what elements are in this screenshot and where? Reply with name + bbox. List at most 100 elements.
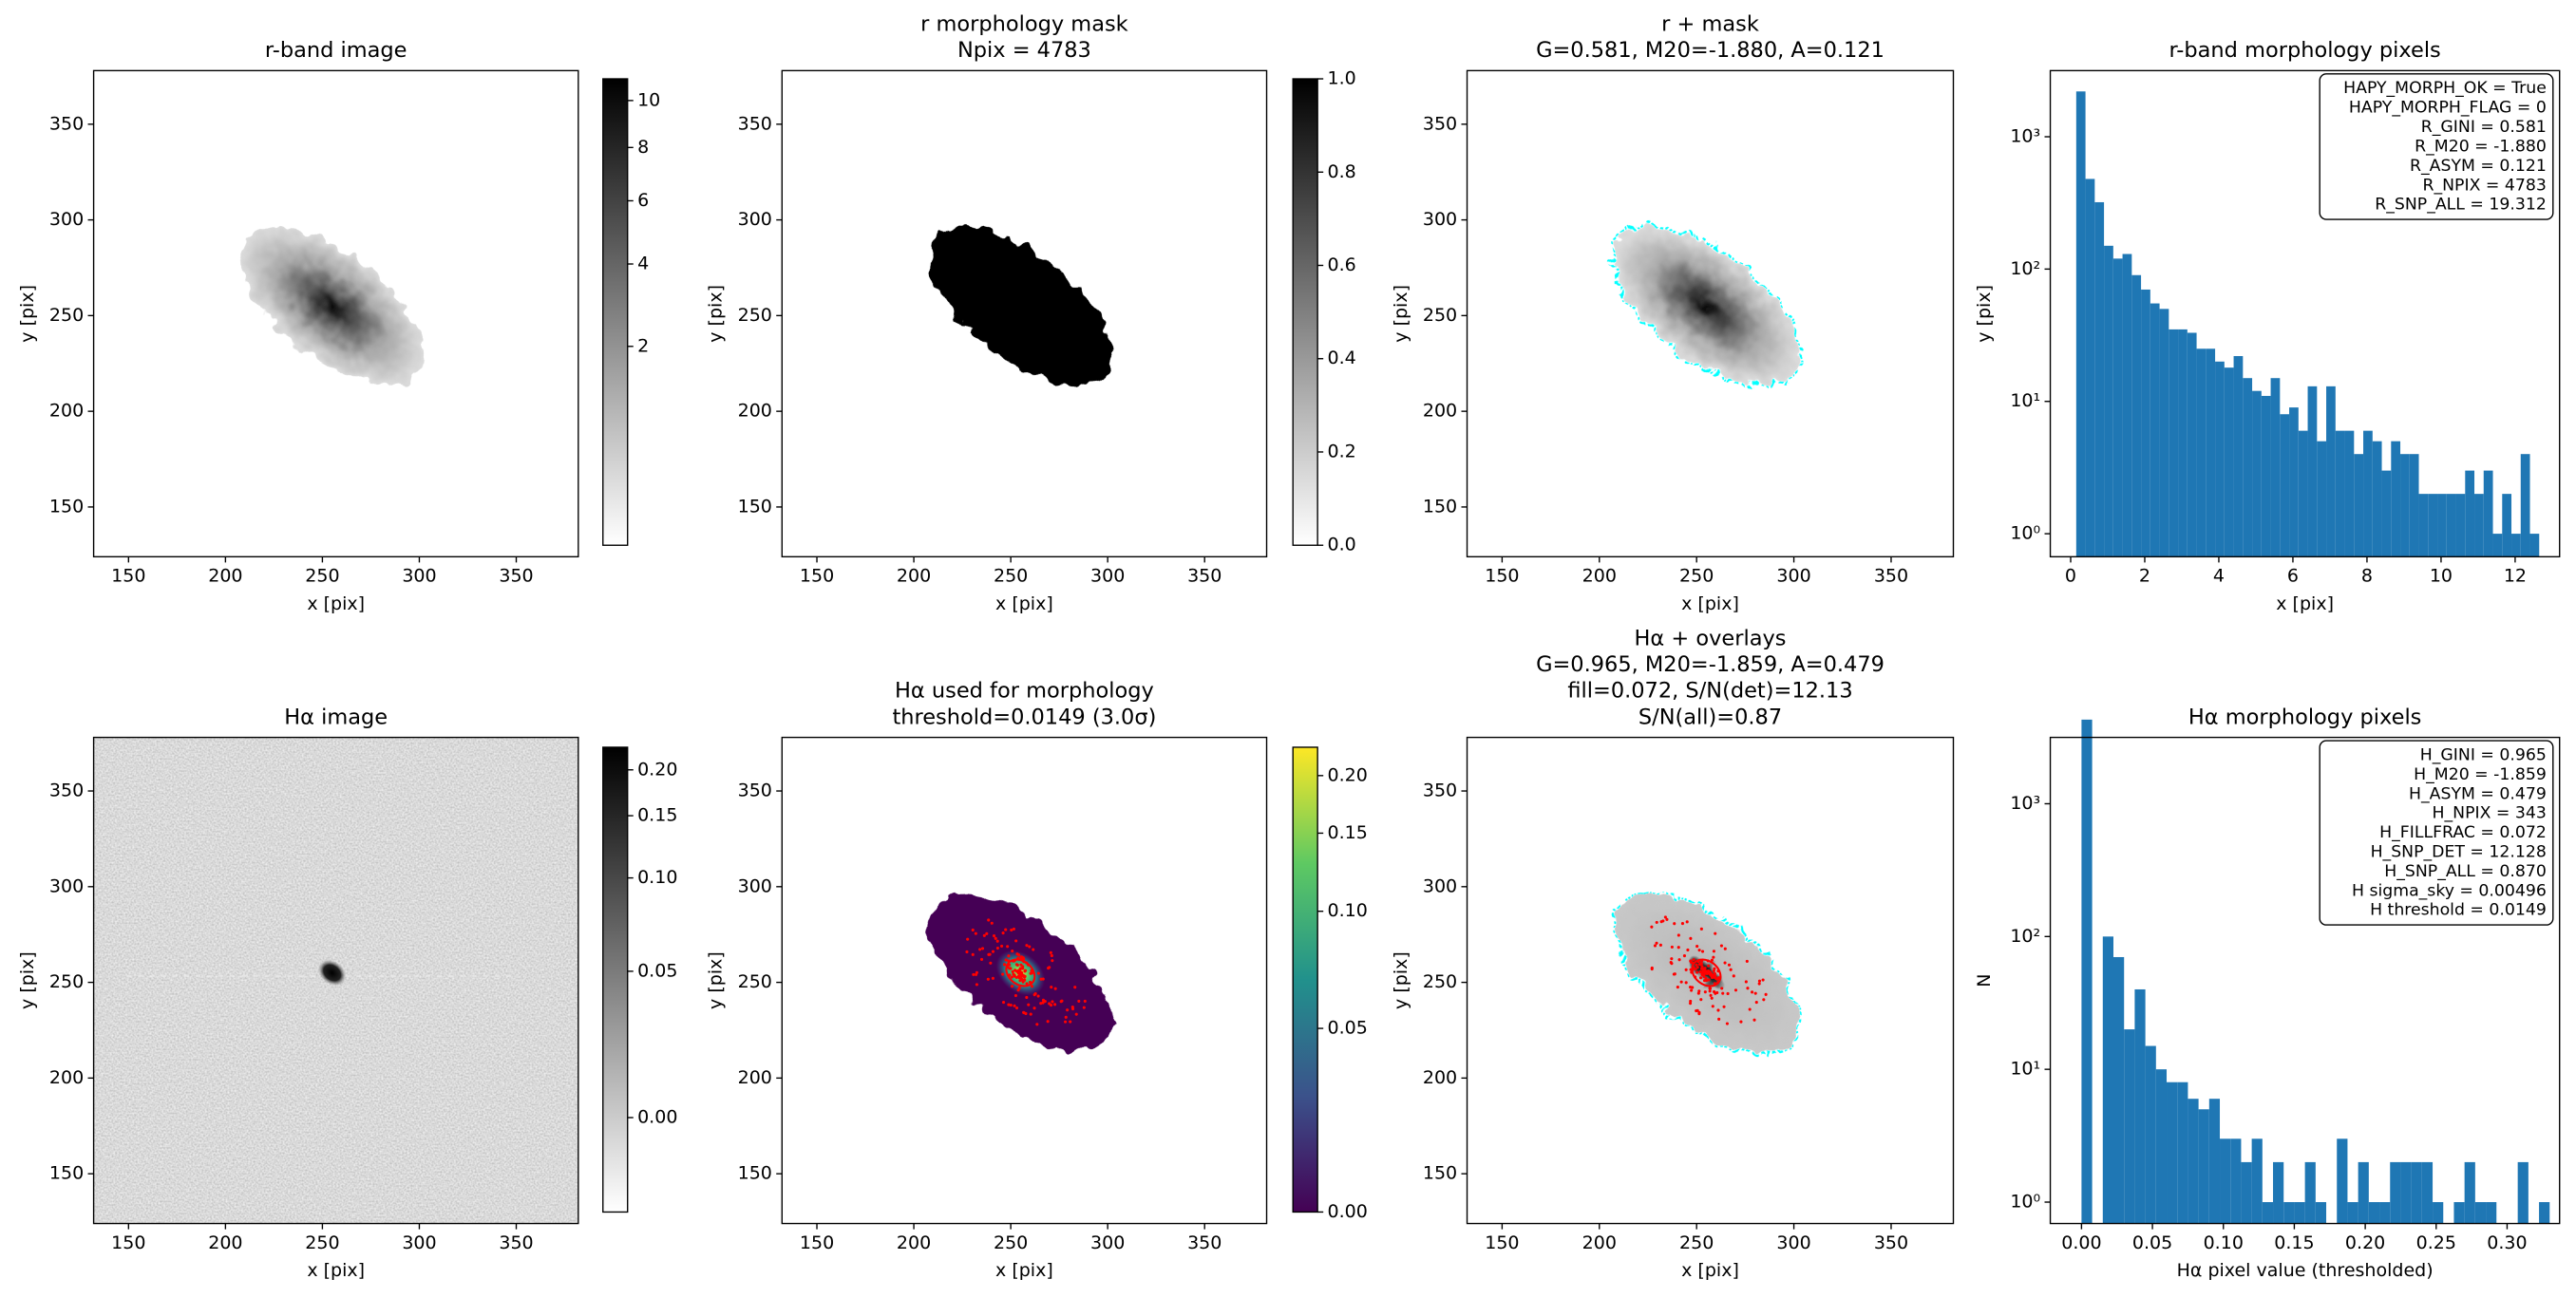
y-tick-label: 10² bbox=[2010, 926, 2040, 947]
image bbox=[1467, 70, 1954, 557]
detected-pixel bbox=[985, 931, 989, 935]
detected-pixel bbox=[1699, 998, 1703, 1002]
stats-line: H_M20 = -1.859 bbox=[2414, 765, 2547, 784]
histogram-bar bbox=[2251, 1138, 2263, 1224]
y-tick-label: 300 bbox=[49, 209, 84, 230]
detected-pixel bbox=[1029, 971, 1032, 975]
detected-pixel bbox=[1009, 1003, 1013, 1007]
detected-pixel bbox=[1699, 927, 1703, 931]
panel-title: threshold=0.0149 (3.0σ) bbox=[892, 705, 1156, 729]
histogram-bar bbox=[2411, 1161, 2422, 1224]
detected-pixel bbox=[1703, 990, 1707, 994]
colorbar bbox=[602, 746, 629, 1213]
histogram-bar bbox=[2206, 348, 2216, 557]
x-tick-label: 200 bbox=[1582, 566, 1617, 587]
detected-pixel bbox=[1007, 1003, 1011, 1006]
histogram-bar bbox=[2368, 1202, 2380, 1224]
detected-pixel bbox=[1708, 989, 1712, 993]
histogram-bar bbox=[2474, 1202, 2487, 1224]
y-tick-label: 350 bbox=[1423, 781, 1457, 801]
y-axis-label: y [pix] bbox=[17, 951, 38, 1009]
detected-pixel bbox=[1016, 988, 1020, 992]
colorbar-tick-label: 1.0 bbox=[1328, 68, 1356, 89]
detected-pixel bbox=[1739, 1020, 1743, 1024]
detected-pixel bbox=[1727, 963, 1732, 967]
detected-pixel bbox=[1712, 969, 1715, 973]
histogram-bar bbox=[2335, 430, 2345, 557]
x-tick-label: 12 bbox=[2504, 566, 2527, 587]
figure-body: 150 200 250 300 350 150 200 250 300 350 r-band ima… bbox=[17, 11, 2561, 1281]
detected-pixel bbox=[1733, 988, 1738, 992]
stats-line: H threshold = 0.0149 bbox=[2370, 901, 2547, 920]
image bbox=[782, 70, 1267, 557]
x-tick-label: 150 bbox=[111, 1232, 145, 1253]
detected-pixel bbox=[1074, 1012, 1078, 1016]
x-tick-label: 350 bbox=[499, 566, 533, 587]
detected-pixel bbox=[1066, 1008, 1070, 1012]
colorbar-tick-label: 0.0 bbox=[1328, 535, 1356, 555]
stats-line: H_SNP_ALL = 0.870 bbox=[2384, 862, 2547, 881]
colorbar-tick-label: 6 bbox=[637, 190, 649, 211]
x-tick-label: 150 bbox=[1485, 566, 1519, 587]
detected-pixel bbox=[1049, 950, 1052, 954]
detected-pixel bbox=[1721, 991, 1725, 995]
histogram-bar bbox=[2289, 407, 2299, 557]
y-axis-label: y [pix] bbox=[706, 285, 727, 343]
galaxy bbox=[1614, 227, 1798, 386]
histogram-bar bbox=[2215, 361, 2225, 557]
x-tick-label: 200 bbox=[1582, 1232, 1617, 1253]
histogram-bar bbox=[2428, 494, 2438, 557]
detected-pixel bbox=[1695, 963, 1698, 967]
stats-line: HAPY_MORPH_FLAG = 0 bbox=[2349, 99, 2547, 118]
histogram-bar bbox=[2400, 1161, 2412, 1224]
x-axis-label: x [pix] bbox=[1681, 1260, 1739, 1281]
stats-line: R_NPIX = 4783 bbox=[2422, 176, 2546, 195]
y-axis-label: y [pix] bbox=[706, 951, 727, 1009]
mask-contour bbox=[1611, 224, 1802, 388]
histogram-bar bbox=[2224, 367, 2234, 557]
detected-pixel bbox=[1004, 928, 1008, 931]
histogram-bar bbox=[2243, 378, 2253, 557]
stats-line: R_M20 = -1.880 bbox=[2415, 137, 2547, 156]
detected-pixel bbox=[1710, 975, 1714, 980]
detected-pixel bbox=[1752, 1018, 1756, 1022]
histogram-bar bbox=[2273, 1161, 2284, 1224]
detected-pixel bbox=[1050, 953, 1053, 958]
y-tick-label: 200 bbox=[1423, 401, 1457, 422]
y-tick-label: 10¹ bbox=[2010, 390, 2040, 411]
y-tick-label: 150 bbox=[738, 1163, 772, 1184]
histogram-bar bbox=[2085, 179, 2095, 557]
detected-pixel bbox=[1051, 959, 1054, 963]
detected-pixel bbox=[1030, 985, 1034, 988]
histogram-bar bbox=[2304, 1161, 2316, 1224]
detected-pixel bbox=[1722, 1005, 1726, 1008]
y-tick-label: 350 bbox=[49, 113, 84, 134]
detected-pixel bbox=[1001, 1001, 1006, 1005]
detected-pixel bbox=[1697, 949, 1701, 952]
detected-pixel bbox=[1757, 979, 1762, 983]
detected-pixel bbox=[1746, 987, 1750, 990]
y-tick-label: 10³ bbox=[2010, 793, 2040, 814]
histogram-bar bbox=[2122, 254, 2132, 557]
x-tick-label: 300 bbox=[402, 1232, 436, 1253]
histogram-bar bbox=[2437, 494, 2447, 557]
detected-pixel bbox=[1697, 989, 1701, 993]
y-tick-label: 200 bbox=[49, 1067, 84, 1088]
detected-pixel bbox=[1015, 963, 1019, 967]
detected-pixel bbox=[986, 977, 990, 981]
panel-title: Npix = 4783 bbox=[957, 38, 1091, 63]
histogram-bar bbox=[2391, 441, 2401, 557]
detected-pixel bbox=[975, 983, 978, 987]
detected-pixel bbox=[1682, 954, 1687, 958]
y-tick-label: 10⁰ bbox=[2010, 1192, 2040, 1213]
histogram-bar bbox=[2474, 494, 2484, 557]
detected-pixel bbox=[1709, 993, 1713, 997]
x-tick-label: 0.15 bbox=[2274, 1232, 2314, 1253]
x-axis-label: x [pix] bbox=[995, 593, 1053, 614]
x-axis-label: x [pix] bbox=[307, 593, 365, 614]
detected-pixel bbox=[1650, 925, 1654, 929]
detected-pixel bbox=[1676, 986, 1679, 989]
detected-pixel bbox=[1712, 973, 1715, 977]
detected-pixel bbox=[1050, 986, 1053, 989]
detected-pixel bbox=[1033, 991, 1037, 996]
